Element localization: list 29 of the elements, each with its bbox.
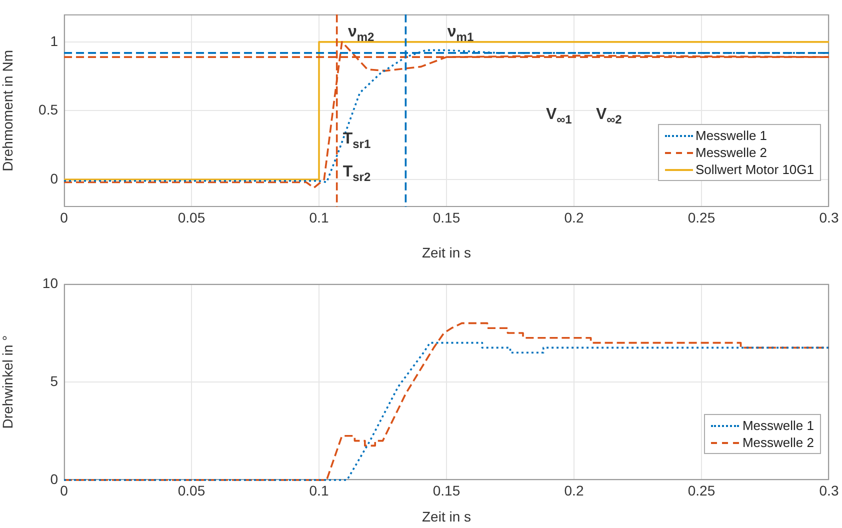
x-tick-label: 0.05: [178, 209, 206, 226]
x-tick-label: 0.3: [819, 482, 839, 498]
x-axis-title: Zeit in s: [422, 244, 472, 260]
y-tick-label: 0: [50, 170, 58, 186]
y-tick-label: 1: [50, 32, 58, 49]
x-tick-label: 0.2: [564, 209, 584, 226]
legend-label: Messwelle 1: [696, 128, 768, 143]
y-tick-label: 5: [50, 372, 58, 389]
x-axis-title: Zeit in s: [422, 508, 472, 524]
legend-label: Messwelle 2: [696, 145, 768, 160]
x-tick-label: 0.25: [688, 209, 716, 226]
y-tick-label: 10: [42, 274, 58, 291]
x-tick-label: 0: [60, 482, 68, 498]
legend-label: Messwelle 1: [742, 418, 814, 433]
x-tick-label: 0.3: [819, 209, 839, 226]
y-tick-label: 0.5: [38, 102, 58, 118]
x-tick-label: 0.1: [309, 209, 329, 226]
legend-label: Sollwert Motor 10G1: [696, 162, 814, 177]
x-tick-label: 0.2: [564, 482, 584, 498]
y-axis-title: Drehwinkel in °: [0, 335, 16, 429]
legend-label: Messwelle 2: [742, 435, 814, 450]
x-tick-label: 0.1: [309, 482, 329, 498]
x-tick-label: 0: [60, 209, 68, 226]
x-tick-label: 0.15: [432, 209, 460, 226]
y-tick-label: 0: [50, 470, 58, 487]
x-tick-label: 0.25: [688, 482, 716, 498]
x-tick-label: 0.15: [432, 482, 460, 498]
y-axis-title: Drehmoment in Nm: [0, 50, 16, 172]
x-tick-label: 0.05: [178, 482, 206, 498]
